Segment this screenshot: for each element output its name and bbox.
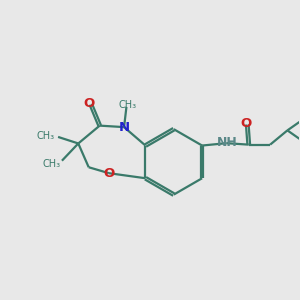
Text: NH: NH <box>217 136 237 149</box>
Text: O: O <box>84 97 95 110</box>
Text: O: O <box>240 117 251 130</box>
Text: CH₃: CH₃ <box>42 159 61 169</box>
Text: N: N <box>118 121 130 134</box>
Text: CH₃: CH₃ <box>119 100 137 110</box>
Text: O: O <box>104 167 115 180</box>
Text: CH₃: CH₃ <box>36 131 55 141</box>
